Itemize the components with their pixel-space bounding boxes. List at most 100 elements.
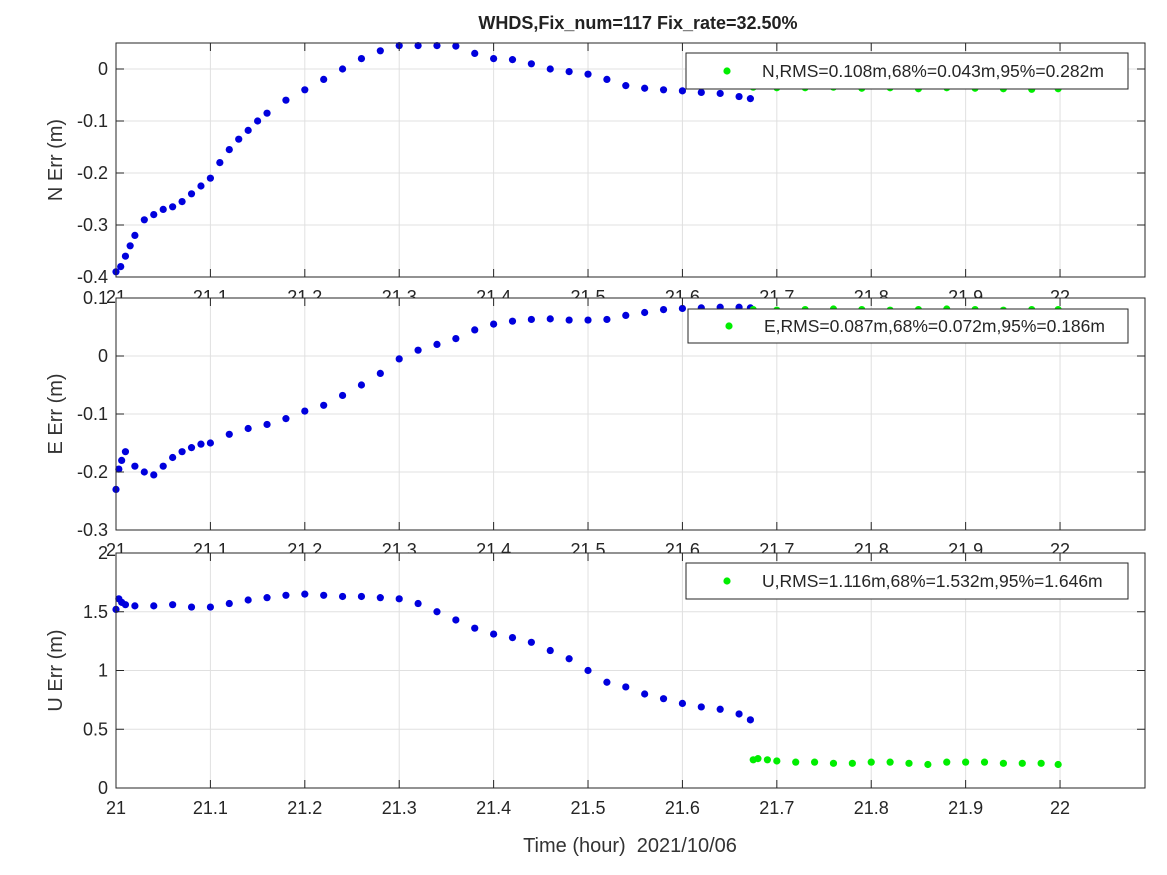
data-point-float [301, 407, 309, 415]
data-point-float [140, 216, 148, 224]
data-point-float [263, 109, 271, 117]
panel-north: 21 21.1 21.2 21.3 21.4 21.5 21.6 21.7 21.8 21.9 22… [45, 42, 1146, 307]
data-point-float [169, 453, 177, 462]
data-point-float [187, 190, 196, 198]
data-point-float [320, 591, 328, 599]
data-point-fixed [886, 758, 894, 766]
data-point-float [622, 683, 630, 691]
data-point-float [150, 471, 158, 479]
data-point-float [584, 666, 592, 675]
data-point-float [659, 695, 668, 703]
data-point-float [641, 84, 649, 92]
y-axis-label: U Err (m) [45, 629, 67, 711]
data-point-float [746, 716, 754, 724]
data-point-float [150, 602, 158, 610]
data-point-fixed [1018, 759, 1026, 767]
data-point-float [117, 263, 125, 271]
y-axis-label: N Err (m) [45, 119, 67, 201]
data-point-float [169, 601, 177, 609]
x-tick-label: 22 [1050, 798, 1070, 818]
data-point-float [301, 590, 309, 598]
data-point-float [282, 96, 290, 104]
data-point-fixed [848, 759, 856, 767]
data-point-float [118, 456, 126, 464]
data-point-float [508, 634, 517, 642]
data-point-float [338, 65, 347, 73]
data-point-float [603, 315, 611, 324]
data-point-float [527, 315, 535, 324]
data-point-float [584, 70, 592, 78]
x-tick-label: 21.7 [759, 798, 794, 818]
data-point-float [115, 465, 123, 473]
data-point-float [282, 415, 290, 423]
y-tick-label: 2 [98, 543, 108, 563]
data-point-float [716, 705, 724, 713]
data-point-float [527, 60, 535, 68]
data-point-float [206, 439, 215, 447]
data-point-float [282, 591, 290, 599]
data-point-fixed [924, 760, 932, 769]
data-point-float [565, 316, 573, 324]
data-point-fixed [829, 759, 838, 767]
data-point-float [263, 594, 271, 602]
y-tick-label: -0.3 [77, 215, 108, 235]
data-point-float [159, 205, 167, 213]
data-point-float [320, 75, 328, 83]
data-point-float [254, 117, 262, 125]
data-point-float [622, 311, 630, 319]
x-tick-label: 21.5 [570, 798, 605, 818]
x-tick-label: 21.3 [382, 798, 417, 818]
legend-label: N,RMS=0.108m,68%=0.043m,95%=0.282m [762, 61, 1104, 81]
y-tick-label: 0 [98, 346, 108, 366]
data-point-float [357, 592, 366, 601]
data-point-fixed [980, 758, 989, 766]
data-point-float [150, 211, 158, 219]
legend-box [685, 562, 1129, 600]
data-point-float [641, 308, 649, 317]
data-point-float [121, 448, 130, 456]
data-point-fixed [1037, 759, 1045, 767]
data-point-float [414, 599, 422, 608]
data-point-float [187, 603, 196, 611]
data-point-float [357, 381, 366, 389]
legend-box [685, 52, 1129, 90]
data-point-float [338, 592, 347, 601]
legend-label: E,RMS=0.087m,68%=0.072m,95%=0.186m [764, 316, 1105, 336]
legend-box [687, 308, 1129, 344]
data-point-float [206, 603, 215, 611]
data-point-float [301, 86, 309, 94]
data-point-float [678, 87, 687, 95]
data-point-float [414, 42, 422, 50]
data-point-float [490, 320, 498, 328]
y-tick-label: 0 [98, 778, 108, 798]
data-point-float [678, 699, 687, 708]
y-tick-label: 1 [98, 661, 108, 681]
y-tick-label: -0.2 [77, 462, 108, 482]
data-point-float [508, 317, 517, 325]
x-tick-label: 21 [106, 798, 126, 818]
data-point-float [178, 198, 186, 206]
x-tick-label: 21.4 [476, 798, 511, 818]
axes-box [115, 42, 1146, 278]
data-point-float [716, 89, 724, 98]
data-point-float [414, 346, 422, 354]
data-point-float [197, 440, 205, 448]
data-point-float [320, 401, 328, 409]
data-point-float [641, 690, 649, 698]
data-point-float [452, 616, 460, 624]
x-tick-label: 21.6 [665, 798, 700, 818]
data-point-float [225, 430, 233, 438]
panel-up: 21 21.1 21.2 21.3 21.4 21.5 21.6 21.7 21.8 21.9 22… [45, 543, 1146, 818]
data-point-float [678, 304, 687, 313]
data-point-fixed [810, 758, 819, 766]
data-point-float [244, 424, 252, 433]
data-point-fixed [905, 759, 913, 767]
data-point-float [121, 252, 130, 260]
data-point-float [433, 42, 441, 50]
data-point-float [697, 88, 705, 96]
data-point-float [490, 630, 498, 638]
data-point-float [490, 55, 498, 63]
data-point-fixed [754, 755, 762, 763]
data-point-float [357, 55, 366, 63]
